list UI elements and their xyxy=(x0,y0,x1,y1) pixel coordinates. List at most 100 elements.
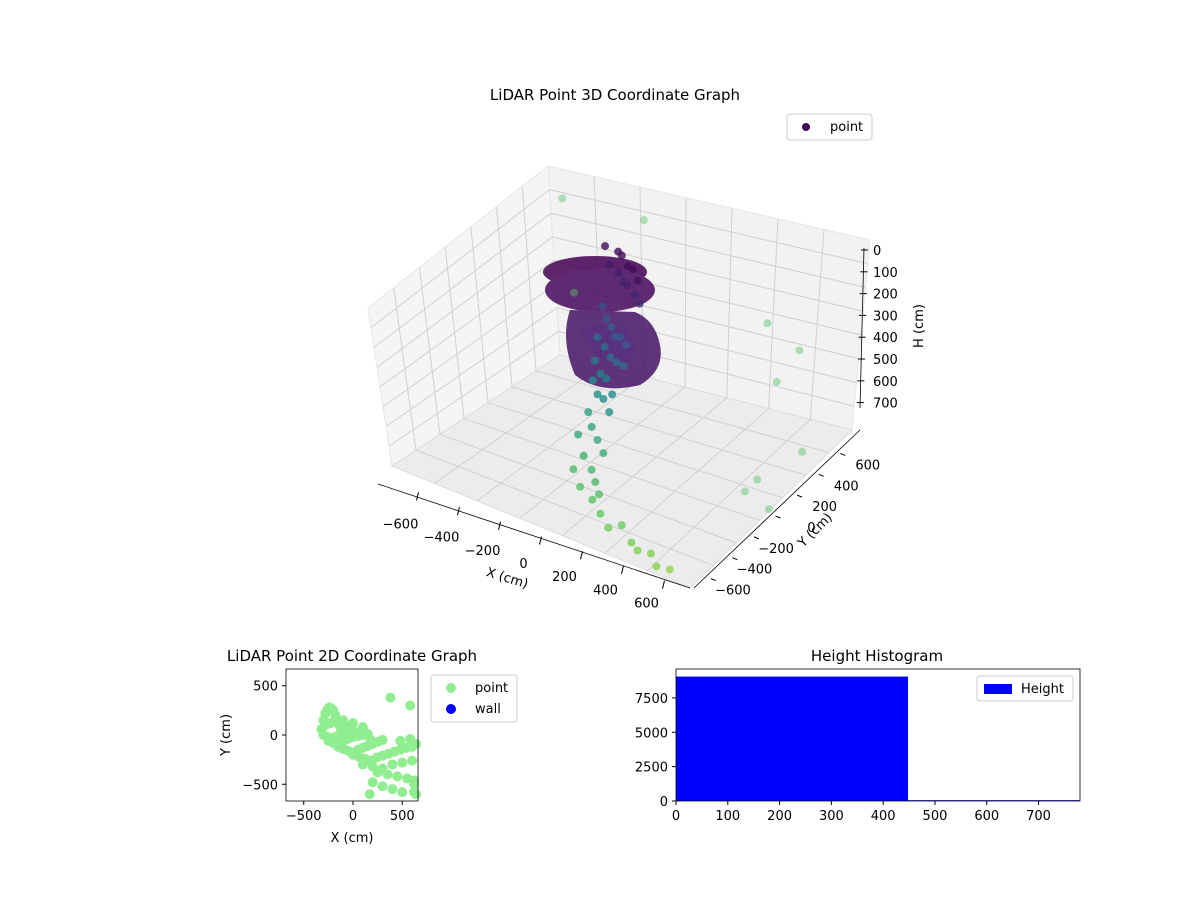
y-ticks-hist: 0 2500 5000 7500 xyxy=(635,692,676,810)
y-tick-label-hist: 5000 xyxy=(635,726,668,741)
grid-line-floor-x xyxy=(604,408,769,554)
x-tick-3d xyxy=(498,521,501,530)
data-point-3d xyxy=(596,369,605,378)
data-point-3d xyxy=(602,314,611,323)
y-tick-label-2d: 500 xyxy=(253,680,278,695)
legend-label-wall-2d: wall xyxy=(475,702,501,717)
y-tick-3d xyxy=(732,557,738,561)
y-tick-label-3d: −400 xyxy=(737,563,773,578)
data-point-3d xyxy=(740,487,749,496)
y-tick-label-3d: 200 xyxy=(812,500,837,515)
grid-line-left-h xyxy=(388,330,559,447)
legend-label-point-2d: point xyxy=(475,681,508,696)
data-point-3d xyxy=(772,377,781,386)
grid-line-floor-y xyxy=(511,386,806,476)
point-cloud-core xyxy=(543,256,661,389)
data-point-2d xyxy=(409,787,420,798)
data-point-3d xyxy=(605,260,614,269)
z-axis-label-3d: H (cm) xyxy=(912,304,927,348)
data-point-3d xyxy=(628,265,637,274)
data-point-3d xyxy=(598,302,607,311)
y-tick-label-2d: −500 xyxy=(242,778,278,793)
data-point-3d xyxy=(630,290,639,299)
z-tick-label-3d: 400 xyxy=(873,331,898,346)
x-ticks-2d: −500 0 500 xyxy=(286,801,415,824)
data-point-2d xyxy=(397,757,408,768)
z-tick-label-3d: 600 xyxy=(873,375,898,390)
data-point-3d xyxy=(622,341,631,349)
data-point-2d xyxy=(405,733,416,744)
data-point-2d xyxy=(405,700,416,711)
y-tick-label-3d: 0 xyxy=(807,521,815,536)
legend-marker-wall-2d xyxy=(446,704,456,714)
data-point-2d xyxy=(367,777,378,788)
x-tick-label-3d: 600 xyxy=(634,597,659,612)
x-tick-label-3d: −400 xyxy=(424,531,460,546)
data-point-3d xyxy=(665,565,674,574)
x-tick-label-hist: 300 xyxy=(819,809,844,824)
data-point-3d xyxy=(593,390,602,399)
data-point-3d xyxy=(601,242,610,251)
data-point-3d xyxy=(764,505,773,514)
point-cloud-3d xyxy=(558,194,807,574)
data-point-3d xyxy=(599,394,608,403)
data-point-3d xyxy=(591,478,600,487)
y-tick-3d xyxy=(710,578,716,582)
data-point-3d xyxy=(590,356,599,365)
x-tick-label-3d: −600 xyxy=(383,517,419,532)
data-point-2d xyxy=(392,771,403,782)
x-tick-label-2d: 500 xyxy=(390,809,415,824)
data-point-3d xyxy=(605,408,614,417)
data-point-2d xyxy=(407,755,418,766)
data-point-3d xyxy=(558,194,567,203)
x-tick-3d xyxy=(621,565,624,575)
data-point-2d xyxy=(357,722,368,733)
x-tick-label-hist: 0 xyxy=(672,809,680,824)
grid-line-back-h xyxy=(550,212,866,288)
histogram-title: Height Histogram xyxy=(811,647,943,665)
legend-hist: Height xyxy=(976,675,1074,702)
grid-line-left-h xyxy=(385,307,558,427)
legend-marker-point-2d xyxy=(446,683,456,693)
data-point-3d xyxy=(600,342,609,351)
x-tick-3d xyxy=(539,536,542,545)
data-point-3d xyxy=(593,435,602,444)
data-point-2d xyxy=(364,789,375,800)
y-tick-label-3d: 400 xyxy=(834,479,859,494)
x-tick-label-hist: 400 xyxy=(871,809,896,824)
x-tick-3d xyxy=(580,551,583,560)
legend-label-height: Height xyxy=(1021,682,1064,697)
grid-line-floor-x xyxy=(561,397,728,537)
data-point-3d xyxy=(569,465,578,474)
data-point-3d xyxy=(604,523,613,532)
z-tick-label-3d: 500 xyxy=(873,353,898,368)
y-tick-3d xyxy=(840,452,846,456)
pane-floor xyxy=(390,354,853,589)
y-ticks-3d: −600 −400 −200 0 200 400 600 xyxy=(710,452,880,599)
data-point-3d xyxy=(635,299,644,308)
data-point-3d xyxy=(614,268,623,277)
x-axis-line xyxy=(377,483,691,589)
data-point-3d xyxy=(623,281,632,290)
x-ticks-3d: −600 −400 −200 0 200 400 600 xyxy=(383,492,665,612)
data-point-3d xyxy=(615,333,624,342)
grid-line-floor-x xyxy=(647,418,811,571)
z-tick-label-3d: 700 xyxy=(873,397,898,412)
data-point-3d xyxy=(633,546,642,555)
plot-frame-hist xyxy=(675,668,1081,802)
data-point-3d xyxy=(584,408,593,417)
y-tick-label-2d: 0 xyxy=(270,729,278,744)
grid-line-back-h xyxy=(549,189,868,265)
y-axis-label-3d: Y (cm) xyxy=(795,510,836,551)
data-point-2d xyxy=(365,734,376,745)
grid-line-left-h xyxy=(376,236,553,368)
histogram-bar xyxy=(676,676,909,801)
z-ticks-3d: 0 100 200 300 400 500 600 700 xyxy=(856,244,898,412)
grid-line-left-h xyxy=(373,212,552,348)
grid-line-left-h xyxy=(382,283,556,408)
data-point-3d xyxy=(646,549,655,558)
data-point-3d xyxy=(593,333,602,342)
x-tick-label-3d: 400 xyxy=(593,583,618,598)
grid-line-floor-x xyxy=(476,376,644,502)
data-point-3d xyxy=(607,323,616,332)
